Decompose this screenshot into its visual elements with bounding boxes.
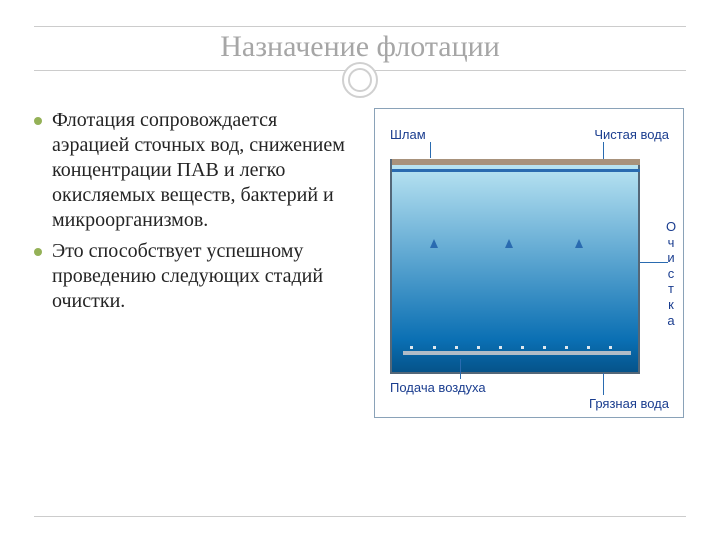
bubble-arrow-icon xyxy=(505,239,513,248)
char: а xyxy=(665,313,677,329)
label-clean-water: Чистая вода xyxy=(594,127,669,142)
bullet-list: Флотация сопровождается аэрацией сточных… xyxy=(34,108,354,314)
char: т xyxy=(665,281,677,297)
pointer xyxy=(460,359,461,379)
body-row: Флотация сопровождается аэрацией сточных… xyxy=(34,108,686,512)
air-dot xyxy=(521,346,524,349)
bubble-arrow-icon xyxy=(430,239,438,248)
pointer xyxy=(603,373,604,395)
char: к xyxy=(665,297,677,313)
air-dot xyxy=(587,346,590,349)
air-dot xyxy=(609,346,612,349)
char: О xyxy=(665,219,677,235)
label-air-supply: Подача воздуха xyxy=(390,380,486,395)
air-dot xyxy=(565,346,568,349)
label-purification: О ч и с т к а xyxy=(665,219,677,328)
list-item: Флотация сопровождается аэрацией сточных… xyxy=(34,108,354,233)
pointer xyxy=(640,262,668,263)
air-dot xyxy=(477,346,480,349)
tank xyxy=(390,159,640,374)
air-dot xyxy=(410,346,413,349)
air-dot xyxy=(433,346,436,349)
circle-decoration xyxy=(342,62,378,98)
bubble-arrow-icon xyxy=(575,239,583,248)
char: с xyxy=(665,266,677,282)
label-sludge: Шлам xyxy=(390,127,426,142)
text-column: Флотация сопровождается аэрацией сточных… xyxy=(34,108,354,512)
slide: Назначение флотации Флотация сопровождае… xyxy=(0,0,720,540)
air-dot xyxy=(499,346,502,349)
char: и xyxy=(665,250,677,266)
slide-title: Назначение флотации xyxy=(34,30,686,64)
char: ч xyxy=(665,235,677,251)
air-pipe xyxy=(403,351,631,355)
pointer xyxy=(430,142,431,158)
top-rule xyxy=(34,26,686,27)
list-item: Это способствует успешному проведению сл… xyxy=(34,239,354,314)
diagram-column: Шлам Чистая вода xyxy=(372,108,686,512)
bottom-rule xyxy=(34,516,686,517)
air-dot xyxy=(543,346,546,349)
flotation-diagram: Шлам Чистая вода xyxy=(374,108,684,418)
label-dirty-water: Грязная вода xyxy=(589,396,669,411)
air-dot xyxy=(455,346,458,349)
sludge-layer xyxy=(392,159,640,165)
clean-water-line xyxy=(392,169,640,172)
